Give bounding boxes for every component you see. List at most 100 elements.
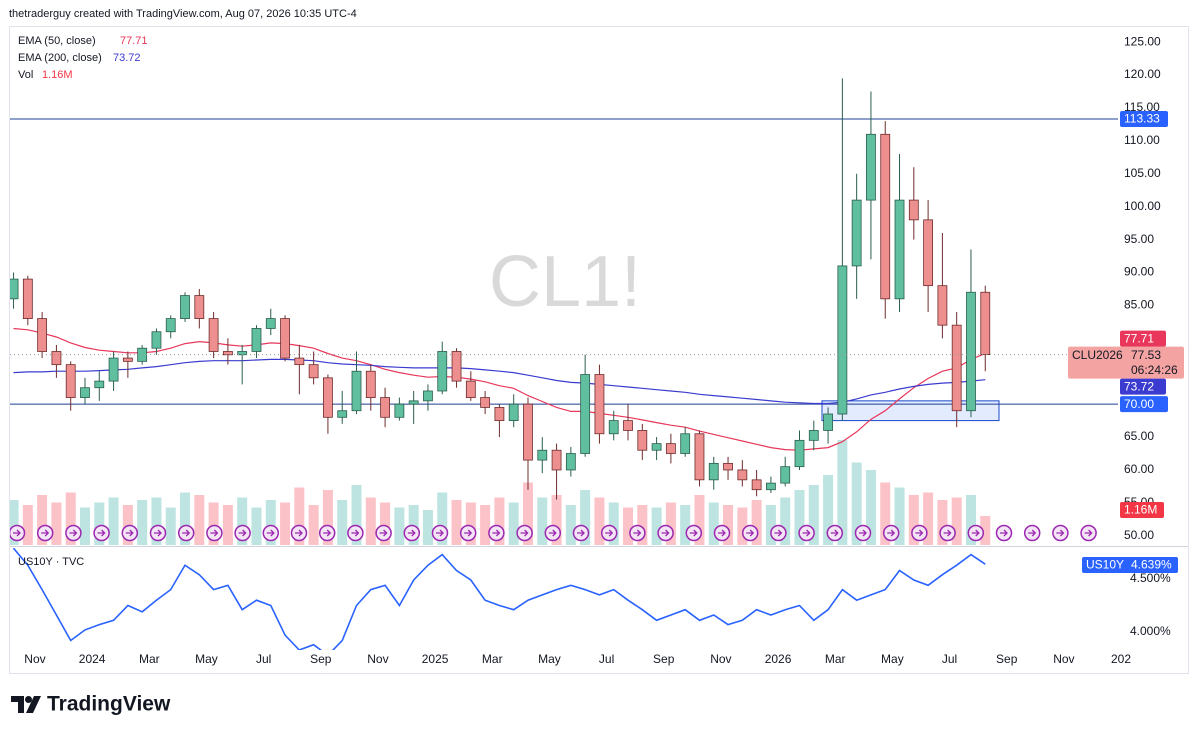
candle-body (165, 318, 176, 333)
volume-bar (894, 487, 905, 545)
volume-bar (10, 500, 19, 545)
legend-value: 1.16M (42, 69, 73, 81)
candle-body (908, 199, 919, 221)
volume-bar (137, 500, 148, 545)
y-tick-label: 4.500% (1130, 571, 1171, 585)
volume-bar (251, 507, 262, 545)
volume-bar (208, 502, 219, 545)
x-tick-label: May (881, 652, 904, 666)
event-icon-arrow (69, 529, 78, 537)
event-icon-arrow (182, 529, 191, 537)
event-icon-arrow (1000, 529, 1008, 537)
last-price-label: 77.53 (1131, 348, 1161, 362)
volume-bar (965, 495, 976, 545)
candle-body (637, 430, 648, 451)
event-icon-arrow (971, 529, 980, 537)
event-icon-arrow (1084, 529, 1093, 537)
event-icon-arrow (915, 529, 924, 537)
candle-body (594, 374, 605, 435)
volume-bar (923, 492, 934, 545)
volume-bar (794, 490, 805, 545)
series-line (12, 548, 986, 650)
y-tick-label: 4.000% (1130, 624, 1171, 638)
candle-body (180, 295, 190, 319)
volume-bar (508, 502, 519, 545)
ema-line (13, 358, 986, 405)
candle-body (480, 397, 491, 408)
watermark: CL1! (489, 242, 641, 322)
y-tick-label: 90.00 (1124, 265, 1154, 279)
volume-badge-label: 1.16M (1124, 503, 1157, 517)
ema-badge-label: 77.71 (1124, 331, 1154, 345)
candle-body (208, 318, 219, 352)
y-tick-label: 65.00 (1124, 429, 1154, 443)
event-icon-arrow (605, 529, 614, 537)
candle-body (851, 199, 862, 267)
series-badge-value: 4.639% (1131, 558, 1172, 572)
symbol-label: CLU2026 (1072, 348, 1123, 362)
event-icon-arrow (802, 529, 811, 537)
y-tick-label: 100.00 (1124, 199, 1161, 213)
candle-body (265, 318, 276, 329)
candle-body (537, 449, 548, 461)
candle-body (665, 443, 676, 454)
event-icon-arrow (323, 529, 332, 537)
volume-bar (351, 485, 362, 545)
volume-bar (294, 487, 305, 545)
event-icon-arrow (266, 529, 275, 537)
volume-badge (1120, 502, 1164, 518)
candle-body (923, 219, 934, 287)
volume-bar (680, 505, 691, 545)
x-tick-label: Sep (310, 652, 332, 666)
event-icon-arrow (407, 529, 416, 537)
pane-title: US10Y · TVC (18, 556, 84, 568)
volume-bar (837, 440, 848, 545)
volume-bar (65, 492, 76, 545)
volume-bar (980, 516, 991, 545)
candle-body (694, 433, 705, 481)
x-tick-label: Sep (996, 652, 1018, 666)
us10y-pane (12, 548, 986, 650)
event-icon-arrow (577, 529, 585, 537)
event-icon-arrow (520, 529, 529, 537)
volume-bar (422, 510, 433, 545)
candle-body (494, 407, 505, 422)
x-tick-label: 2024 (79, 652, 106, 666)
price-badge (1120, 396, 1168, 413)
candle-body (80, 387, 90, 398)
candle-body (966, 291, 976, 412)
volume-bar (651, 507, 662, 545)
candle-body (394, 403, 405, 418)
volume-bar (51, 502, 62, 545)
candle-body (551, 449, 562, 471)
candle-body (951, 324, 962, 412)
series-badge (1082, 557, 1178, 573)
ema-badge (1120, 330, 1166, 347)
legend-value: 77.71 (120, 35, 148, 47)
candle-body (708, 462, 719, 481)
volume-bar (623, 507, 634, 545)
event-icon-arrow (492, 529, 501, 537)
volume-bar (694, 495, 705, 545)
brand-logo (11, 696, 41, 713)
candle-body (794, 439, 805, 468)
legend-name: EMA (200, close) (18, 52, 102, 64)
candle-body (451, 351, 462, 382)
x-tick-label: May (538, 652, 561, 666)
candle-body (408, 400, 419, 405)
event-icon-arrow (661, 529, 670, 537)
candle-body (823, 413, 833, 431)
candle-body (94, 380, 105, 389)
x-tick-label: Mar (825, 652, 846, 666)
volume-bar (37, 495, 48, 545)
event-icon-arrow (436, 529, 444, 537)
candle-body (10, 278, 19, 300)
candle-body (780, 466, 791, 484)
candle-body (894, 199, 905, 300)
candle-body (351, 370, 362, 412)
volume-bar (151, 497, 162, 545)
volume-bar (79, 507, 90, 545)
series-badge-name: US10Y (1086, 558, 1124, 572)
countdown-label: 06:24:26 (1131, 363, 1178, 377)
event-icon-arrow (859, 529, 867, 537)
